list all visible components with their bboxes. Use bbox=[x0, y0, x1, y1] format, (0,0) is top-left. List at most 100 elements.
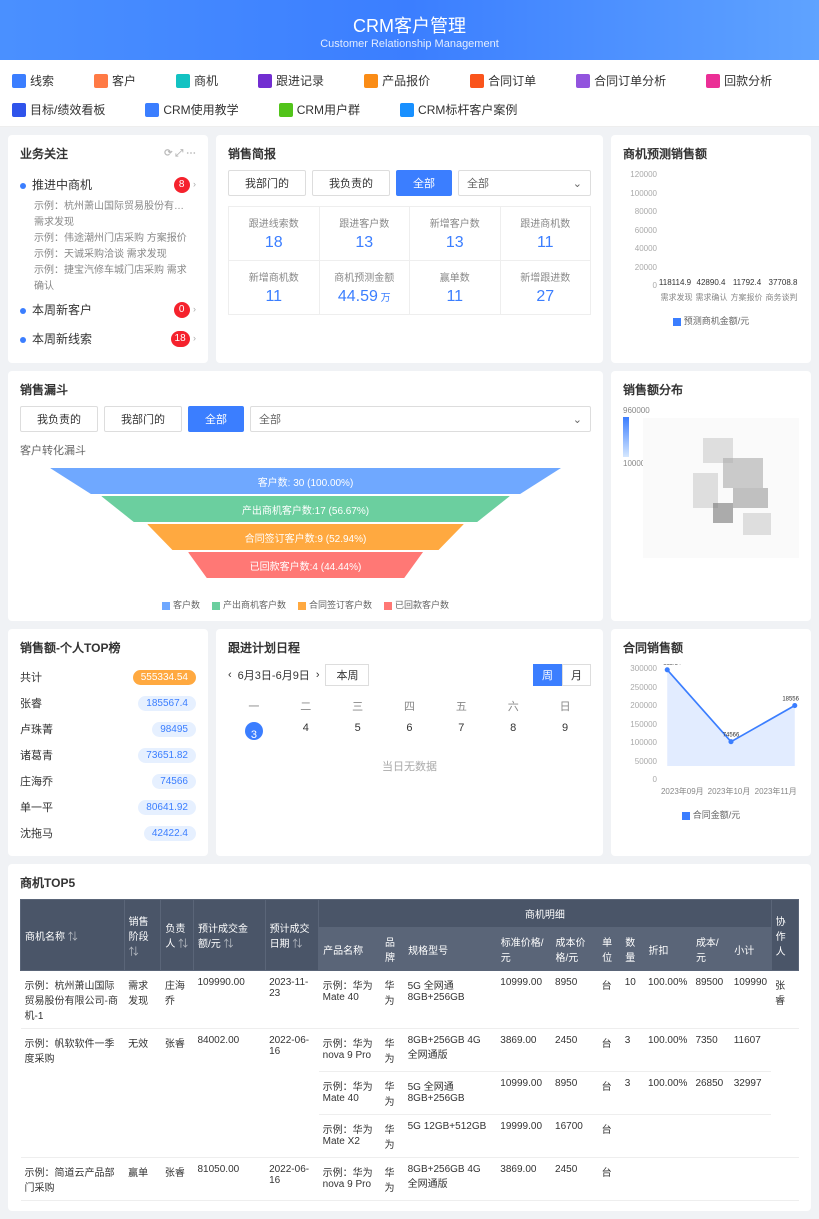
page-title: CRM客户管理 bbox=[0, 12, 819, 38]
nav-icon bbox=[145, 103, 159, 117]
nav-item[interactable]: 回款分析 bbox=[706, 68, 772, 93]
count-badge: 8 bbox=[174, 177, 190, 193]
funnel-layer[interactable]: 产出商机客户数:17 (56.67%) bbox=[101, 496, 510, 522]
funnel-card: 销售漏斗 我负责的我部门的全部全部⌄ 客户转化漏斗 客户数: 30 (100.0… bbox=[8, 371, 603, 621]
rank-row[interactable]: 庄海乔74566 bbox=[20, 768, 196, 794]
svg-text:74566: 74566 bbox=[723, 733, 740, 739]
table-row[interactable]: 示例：帆软软件一季度采购无效张睿84002.002022-06-16示例：华为n… bbox=[21, 1029, 799, 1072]
page-subtitle: Customer Relationship Management bbox=[0, 38, 819, 50]
filter-tab[interactable]: 我部门的 bbox=[104, 406, 182, 432]
filter-tab[interactable]: 全部 bbox=[188, 406, 244, 432]
day-cell[interactable]: 8 bbox=[487, 718, 539, 744]
stat-cell[interactable]: 赢单数11 bbox=[410, 261, 500, 314]
stat-cell[interactable]: 跟进商机数11 bbox=[501, 207, 591, 260]
next-week[interactable]: › bbox=[316, 669, 320, 681]
filter-tab[interactable]: 全部 bbox=[396, 170, 452, 196]
stat-cell[interactable]: 商机预测金额44.59 万 bbox=[320, 261, 410, 314]
chevron-right-icon: › bbox=[193, 333, 196, 343]
nav-icon bbox=[470, 74, 484, 88]
nav-icon bbox=[12, 103, 26, 117]
schedule-card: 跟进计划日程 ‹ 6月3日-6月9日 › 本周 周月 一二三四五六日 34567… bbox=[216, 629, 603, 856]
chevron-down-icon: ⌄ bbox=[573, 177, 582, 190]
map-placeholder bbox=[643, 418, 799, 558]
forecast-title: 商机预测销售额 bbox=[623, 145, 707, 162]
stat-cell[interactable]: 跟进客户数13 bbox=[320, 207, 410, 260]
brief-title: 销售简报 bbox=[228, 145, 276, 162]
filter-tab[interactable]: 我负责的 bbox=[312, 170, 390, 196]
nav-icon bbox=[258, 74, 272, 88]
nav-item[interactable]: 产品报价 bbox=[364, 68, 430, 93]
top-list-card: 销售额-个人TOP榜 共计555334.54 张睿185567.4卢珠菁9849… bbox=[8, 629, 208, 856]
filter-tab[interactable]: 我部门的 bbox=[228, 170, 306, 196]
table-title: 商机TOP5 bbox=[20, 874, 75, 891]
focus-group[interactable]: 本周新客户0 › bbox=[20, 295, 196, 324]
funnel-layer[interactable]: 已回款客户数:4 (44.44%) bbox=[188, 552, 423, 578]
rank-row[interactable]: 诸葛青73651.82 bbox=[20, 742, 196, 768]
nav-icon bbox=[279, 103, 293, 117]
rank-row[interactable]: 单一平80641.92 bbox=[20, 794, 196, 820]
chevron-right-icon: › bbox=[193, 304, 196, 314]
funnel-layer[interactable]: 合同签订客户数:9 (52.94%) bbox=[147, 524, 464, 550]
seg-btn[interactable]: 周 bbox=[533, 664, 562, 686]
day-cell[interactable]: 5 bbox=[332, 718, 384, 744]
main-nav: 线索 客户 商机 跟进记录 产品报价 合同订单 合同订单分析 回款分析目标/绩效看板 CRM使用… bbox=[0, 60, 819, 127]
nav-item[interactable]: 客户 bbox=[94, 68, 136, 93]
nav-item[interactable]: 目标/绩效看板 bbox=[12, 97, 105, 122]
focus-group[interactable]: 本周新线索18 › bbox=[20, 324, 196, 353]
table-card: 商机TOP5 商机名称 ⇅销售阶段 ⇅负责人 ⇅预计成交金额/元 ⇅预计成交日期… bbox=[8, 864, 811, 1211]
top-title: 销售额-个人TOP榜 bbox=[20, 639, 120, 656]
day-cell[interactable]: 7 bbox=[435, 718, 487, 744]
count-badge: 0 bbox=[174, 302, 190, 318]
rank-row[interactable]: 张睿185567.4 bbox=[20, 690, 196, 716]
filter-tab[interactable]: 我负责的 bbox=[20, 406, 98, 432]
stat-cell[interactable]: 跟进线索数18 bbox=[229, 207, 319, 260]
nav-item[interactable]: 合同订单分析 bbox=[576, 68, 666, 93]
funnel-layer[interactable]: 客户数: 30 (100.00%) bbox=[50, 468, 561, 494]
filter-select[interactable]: 全部⌄ bbox=[250, 406, 591, 432]
chevron-right-icon: › bbox=[193, 179, 196, 189]
chevron-down-icon: ⌄ bbox=[573, 413, 582, 426]
seg-btn[interactable]: 月 bbox=[562, 664, 591, 686]
table-row[interactable]: 示例：杭州萧山国际贸易股份有限公司-商机-1需求发现庄海乔109990.0020… bbox=[21, 971, 799, 1029]
this-week-btn[interactable]: 本周 bbox=[325, 664, 369, 686]
data-point[interactable] bbox=[665, 667, 670, 672]
contract-card: 合同销售额 3000002500002000001500001000005000… bbox=[611, 629, 811, 856]
map-card: 销售额分布 960000 100000 bbox=[611, 371, 811, 621]
nav-item[interactable]: CRM标杆客户案例 bbox=[400, 97, 517, 122]
map-title: 销售额分布 bbox=[623, 381, 683, 398]
sched-title: 跟进计划日程 bbox=[228, 639, 300, 656]
nav-icon bbox=[176, 74, 190, 88]
funnel-title: 销售漏斗 bbox=[20, 381, 68, 398]
table-row[interactable]: 示例：简道云产品部门采购赢单张睿81050.002022-06-16示例：华为n… bbox=[21, 1158, 799, 1201]
nav-icon bbox=[364, 74, 378, 88]
data-point[interactable] bbox=[792, 703, 797, 708]
stat-cell[interactable]: 新增跟进数27 bbox=[501, 261, 591, 314]
contract-title: 合同销售额 bbox=[623, 639, 683, 656]
stat-cell[interactable]: 新增商机数11 bbox=[229, 261, 319, 314]
forecast-card: 商机预测销售额 12000010000080000600004000020000… bbox=[611, 135, 811, 363]
rank-row[interactable]: 卢珠菁98495 bbox=[20, 716, 196, 742]
nav-icon bbox=[576, 74, 590, 88]
day-cell[interactable]: 9 bbox=[539, 718, 591, 744]
nav-item[interactable]: CRM使用教学 bbox=[145, 97, 238, 122]
filter-select[interactable]: 全部⌄ bbox=[458, 170, 591, 196]
day-cell[interactable]: 4 bbox=[280, 718, 332, 744]
nav-icon bbox=[12, 74, 26, 88]
focus-title: 业务关注 bbox=[20, 145, 68, 162]
hero-banner: CRM客户管理 Customer Relationship Management bbox=[0, 0, 819, 60]
prev-week[interactable]: ‹ bbox=[228, 669, 232, 681]
nav-icon bbox=[94, 74, 108, 88]
day-cell[interactable]: 6 bbox=[384, 718, 436, 744]
day-cell[interactable]: 3 bbox=[228, 718, 280, 744]
nav-item[interactable]: 线索 bbox=[12, 68, 54, 93]
nav-icon bbox=[706, 74, 720, 88]
nav-item[interactable]: CRM用户群 bbox=[279, 97, 360, 122]
stat-cell[interactable]: 新增客户数13 bbox=[410, 207, 500, 260]
focus-group[interactable]: 推进中商机8 › bbox=[20, 170, 196, 199]
rank-row[interactable]: 沈拖马42422.4 bbox=[20, 820, 196, 846]
nav-item[interactable]: 合同订单 bbox=[470, 68, 536, 93]
nav-item[interactable]: 跟进记录 bbox=[258, 68, 324, 93]
nav-item[interactable]: 商机 bbox=[176, 68, 218, 93]
data-point[interactable] bbox=[728, 739, 733, 744]
focus-tools[interactable]: ⟳ ⤢ ⋯ bbox=[164, 148, 196, 159]
